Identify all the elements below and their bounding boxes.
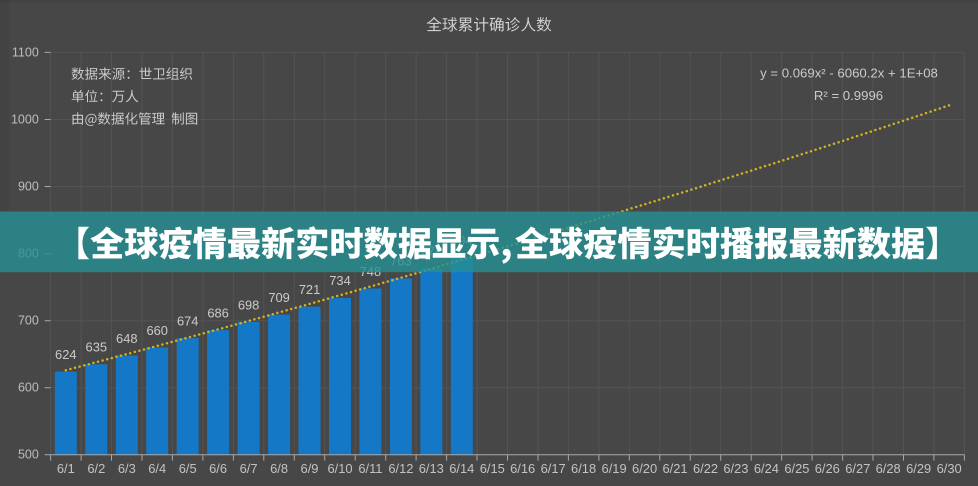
svg-text:6/3: 6/3 bbox=[118, 461, 136, 476]
svg-text:660: 660 bbox=[146, 323, 168, 338]
svg-text:6/9: 6/9 bbox=[301, 461, 319, 476]
svg-text:6/30: 6/30 bbox=[937, 461, 962, 476]
svg-text:6/2: 6/2 bbox=[87, 461, 105, 476]
svg-text:6/13: 6/13 bbox=[419, 461, 444, 476]
svg-text:6/4: 6/4 bbox=[148, 461, 166, 476]
svg-text:6/29: 6/29 bbox=[906, 461, 931, 476]
svg-text:6/7: 6/7 bbox=[240, 461, 258, 476]
svg-text:6/21: 6/21 bbox=[662, 461, 687, 476]
svg-text:624: 624 bbox=[55, 347, 77, 362]
svg-text:6/5: 6/5 bbox=[179, 461, 197, 476]
svg-text:700: 700 bbox=[18, 314, 39, 328]
svg-text:y = 0.069x² - 6060.2x + 1E+08: y = 0.069x² - 6060.2x + 1E+08 bbox=[760, 66, 938, 81]
svg-text:6/16: 6/16 bbox=[510, 461, 535, 476]
svg-text:6/27: 6/27 bbox=[845, 461, 870, 476]
svg-text:6/25: 6/25 bbox=[784, 461, 809, 476]
svg-text:6/23: 6/23 bbox=[723, 461, 748, 476]
svg-text:R² = 0.9996: R² = 0.9996 bbox=[814, 88, 883, 103]
svg-text:6/15: 6/15 bbox=[480, 461, 505, 476]
svg-text:6/10: 6/10 bbox=[327, 461, 352, 476]
svg-text:6/26: 6/26 bbox=[815, 461, 840, 476]
svg-text:6/1: 6/1 bbox=[57, 461, 75, 476]
svg-text:6/8: 6/8 bbox=[270, 461, 288, 476]
svg-text:734: 734 bbox=[329, 273, 351, 288]
svg-text:674: 674 bbox=[177, 313, 199, 328]
svg-text:6/22: 6/22 bbox=[693, 461, 718, 476]
svg-text:1000: 1000 bbox=[11, 112, 39, 126]
svg-text:6/28: 6/28 bbox=[876, 461, 901, 476]
svg-text:6/18: 6/18 bbox=[571, 461, 596, 476]
svg-text:600: 600 bbox=[18, 381, 39, 395]
svg-text:6/24: 6/24 bbox=[754, 461, 779, 476]
svg-text:900: 900 bbox=[18, 179, 39, 193]
svg-text:648: 648 bbox=[116, 331, 138, 346]
svg-text:686: 686 bbox=[207, 305, 229, 320]
svg-text:6/12: 6/12 bbox=[388, 461, 413, 476]
svg-text:1100: 1100 bbox=[12, 45, 39, 59]
svg-text:6/17: 6/17 bbox=[541, 461, 566, 476]
svg-text:500: 500 bbox=[18, 448, 39, 462]
svg-text:635: 635 bbox=[86, 340, 108, 355]
svg-text:698: 698 bbox=[238, 297, 260, 312]
svg-text:6/20: 6/20 bbox=[632, 461, 657, 476]
svg-text:6/11: 6/11 bbox=[358, 461, 382, 476]
svg-text:6/14: 6/14 bbox=[449, 461, 474, 476]
svg-text:6/19: 6/19 bbox=[602, 461, 627, 476]
svg-text:721: 721 bbox=[299, 282, 321, 297]
svg-text:6/6: 6/6 bbox=[209, 461, 227, 476]
svg-text:709: 709 bbox=[268, 290, 290, 305]
